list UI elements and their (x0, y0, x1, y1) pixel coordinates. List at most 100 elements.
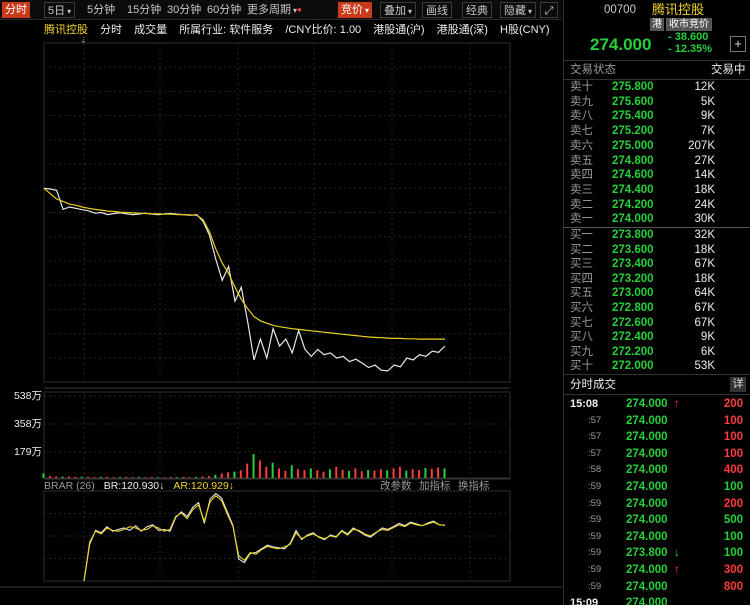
bid-price[interactable]: 273.200 (612, 272, 654, 285)
ask-volume: 24K (694, 198, 715, 211)
chevron-down-icon: ▾ (67, 7, 72, 16)
ask-price[interactable]: 275.400 (612, 110, 654, 123)
bid-level-label: 买八 (570, 331, 593, 344)
trade-row: :57 274.000 100 (564, 413, 750, 429)
classic-button[interactable]: 经典 (462, 2, 492, 18)
divider (564, 394, 750, 395)
chevron-down-icon: ▾ (408, 7, 413, 16)
overlay-button[interactable]: 叠加 ▾ (380, 2, 417, 18)
divider (564, 79, 750, 80)
bid-price[interactable]: 272.000 (612, 360, 654, 373)
info-timeshare[interactable]: 分时 (100, 24, 123, 36)
volume-bar (335, 466, 338, 478)
bid-price[interactable]: 272.600 (612, 316, 654, 329)
bid-price[interactable]: 273.600 (612, 243, 654, 256)
tab-5day-label: 5日 (48, 5, 66, 17)
ask-price[interactable]: 275.000 (612, 139, 654, 152)
volume-bar (290, 465, 293, 478)
info-volume[interactable]: 成交量 (134, 24, 168, 36)
overlay-label: 叠加 (384, 5, 406, 17)
price-change: - 38.600 (668, 31, 709, 43)
bid-price[interactable]: 273.400 (612, 258, 654, 271)
tab-15min[interactable]: 15分钟 (127, 4, 162, 16)
ask-price[interactable]: 274.200 (612, 198, 654, 211)
trading-status-value: 交易中 (711, 64, 746, 76)
switch-indicator-button[interactable]: 换指标 (458, 480, 490, 492)
trade-price: 274.000 (626, 530, 668, 543)
bid-price[interactable]: 273.000 (612, 287, 654, 300)
draw-line-button[interactable]: 画线 (422, 2, 452, 18)
volume-bar (322, 471, 325, 478)
bid-level-label: 买五 (570, 287, 593, 300)
trade-price: 274.000 (626, 497, 668, 510)
down-arrow-icon: ↓ (159, 480, 165, 492)
trade-row: :59 274.000 800 (564, 579, 750, 595)
ask-volume: 9K (700, 110, 715, 123)
tab-60min[interactable]: 60分钟 (207, 4, 242, 16)
bid-price[interactable]: 272.200 (612, 345, 654, 358)
bid-level-label: 买三 (570, 258, 593, 271)
trade-row: :59 274.000 100 (564, 479, 750, 495)
volume-bar (386, 470, 389, 478)
ask-volume: 18K (694, 183, 715, 196)
info-h-share[interactable]: H股(CNY) (500, 24, 550, 36)
ask-row: 卖五 274.800 27K (564, 154, 750, 169)
volume-bar (360, 471, 363, 478)
bid-price[interactable]: 272.800 (612, 302, 654, 314)
up-arrow-icon: ↑ (674, 564, 680, 576)
info-hk-connect-sz[interactable]: 港股通(深) (436, 24, 488, 36)
volume-bar (118, 477, 121, 478)
marker-down-icon: ⇣ (80, 36, 87, 45)
auction-button[interactable]: 竞价 ▾ (338, 2, 373, 18)
trade-time: :59 (588, 481, 602, 492)
info-industry[interactable]: 所属行业: 软件服务 (179, 24, 274, 36)
tab-timeshare[interactable]: 分时 (2, 2, 30, 18)
tab-5min[interactable]: 5分钟 (87, 4, 116, 16)
info-hk-connect-sh[interactable]: 港股通(沪) (373, 24, 425, 36)
add-watchlist-icon[interactable]: + (730, 36, 746, 52)
ask-price[interactable]: 275.800 (612, 81, 654, 93)
volume-bar (418, 470, 421, 478)
volume-bar (437, 467, 440, 478)
volume-bar (411, 469, 414, 478)
brar-name[interactable]: BRAR (26) (44, 480, 95, 492)
bid-row: 买四 273.200 18K (564, 272, 750, 287)
ask-price[interactable]: 274.800 (612, 154, 654, 167)
tab-5day[interactable]: 5日 ▾ (44, 2, 76, 18)
ask-price[interactable]: 275.200 (612, 125, 654, 138)
volume-bar (246, 463, 249, 478)
info-cny-ratio[interactable]: /CNY比价: 1.00 (285, 24, 362, 36)
trading-status-row: 交易状态 交易中 (564, 62, 750, 78)
edit-params-button[interactable]: 改参数 (380, 480, 412, 492)
volume-bar (258, 460, 261, 478)
fullscreen-icon[interactable]: ⤢ (540, 2, 558, 18)
volume-bar (169, 477, 172, 478)
ask-row: 卖二 274.200 24K (564, 198, 750, 213)
ask-price[interactable]: 275.600 (612, 95, 654, 108)
br-line (83, 492, 446, 582)
tab-more-periods[interactable]: 更多周期 ▾● (244, 2, 305, 18)
bid-price[interactable]: 272.400 (612, 331, 654, 344)
ask-row: 卖六 275.000 207K (564, 139, 750, 154)
add-indicator-button[interactable]: 加指标 (419, 480, 451, 492)
hide-button[interactable]: 隐藏 ▾ (500, 2, 537, 18)
trade-row: :59 273.800 ↓ 100 (564, 545, 750, 561)
bid-row: 买一 273.800 32K (564, 228, 750, 243)
bid-volume: 67K (694, 316, 715, 329)
trade-price: 274.000 (626, 464, 668, 477)
ask-level-label: 卖八 (570, 110, 593, 123)
ask-price[interactable]: 274.000 (612, 213, 654, 226)
trades-title: 分时成交 (570, 379, 616, 391)
ask-volume: 30K (694, 213, 715, 226)
volume-bar (348, 470, 351, 478)
ask-price[interactable]: 274.400 (612, 183, 654, 196)
trade-time: :59 (588, 547, 602, 559)
ask-volume: 207K (688, 139, 715, 152)
trades-detail-button[interactable]: 详 (730, 377, 746, 392)
volume-bars (42, 454, 446, 478)
timeshare-chart[interactable] (0, 0, 562, 605)
quote-panel: 00700 腾讯控股 港 收市竞价 274.000 - 38.600 - 12.… (563, 0, 750, 605)
ask-price[interactable]: 274.600 (612, 169, 654, 182)
tab-30min[interactable]: 30分钟 (167, 4, 202, 16)
bid-price[interactable]: 273.800 (612, 229, 654, 241)
